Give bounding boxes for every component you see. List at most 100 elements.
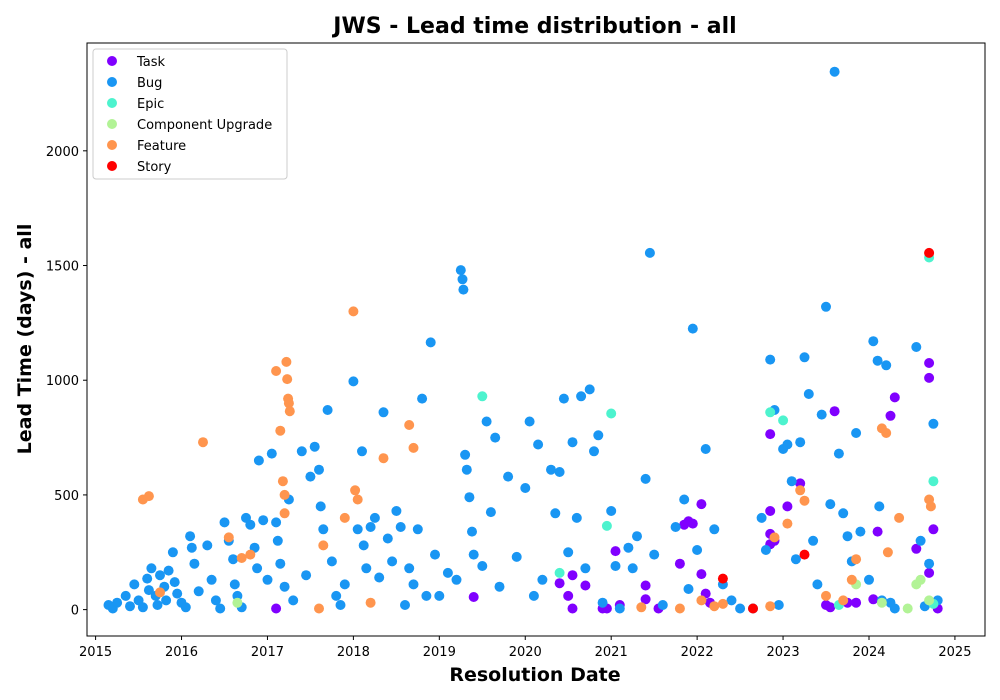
data-point-1-122 <box>623 542 634 553</box>
data-point-1-74 <box>395 522 406 532</box>
x-tick-label-3: 2018 <box>337 645 370 660</box>
data-point-1-25 <box>193 586 204 597</box>
data-point-1-162 <box>851 428 862 438</box>
data-point-1-45 <box>272 535 283 546</box>
data-point-1-154 <box>816 409 827 420</box>
data-point-4-25 <box>404 420 415 430</box>
data-point-4-39 <box>846 574 857 585</box>
data-point-1-163 <box>855 526 866 537</box>
data-point-4-38 <box>838 595 849 606</box>
y-axis-label: Lead Time (days) - all <box>14 224 36 455</box>
y-tick-label-3: 1500 <box>46 260 79 275</box>
plot-frame <box>86 42 986 637</box>
data-point-4-7 <box>271 366 282 376</box>
data-point-1-102 <box>524 416 535 427</box>
data-point-0-39 <box>924 358 935 368</box>
data-point-1-5 <box>129 579 140 590</box>
data-point-1-40 <box>253 455 264 466</box>
data-point-1-75 <box>400 600 410 610</box>
data-point-1-29 <box>215 603 226 614</box>
data-point-1-54 <box>314 464 324 475</box>
data-point-1-17 <box>167 547 178 558</box>
data-point-1-118 <box>597 597 608 608</box>
legend-label-4: Feature <box>137 139 186 154</box>
data-point-1-83 <box>434 590 445 601</box>
y-tick-label-4: 2000 <box>46 145 79 160</box>
data-point-0-37 <box>889 392 900 403</box>
x-tick-label-1: 2016 <box>165 645 198 660</box>
data-point-1-94 <box>477 561 488 571</box>
data-point-1-63 <box>352 524 363 535</box>
data-point-1-8 <box>142 573 153 584</box>
data-point-1-103 <box>528 590 539 601</box>
data-point-1-73 <box>391 506 402 516</box>
data-point-1-121 <box>614 603 625 614</box>
data-point-0-35 <box>872 526 883 537</box>
data-point-4-2 <box>155 587 165 598</box>
data-point-1-172 <box>911 342 922 352</box>
data-point-1-165 <box>868 336 879 347</box>
x-tick-label-10: 2025 <box>938 645 971 660</box>
data-point-4-43 <box>882 547 893 558</box>
data-point-4-28 <box>674 603 685 614</box>
data-point-4-32 <box>765 601 776 612</box>
legend-marker-3 <box>107 119 117 129</box>
data-point-1-99 <box>503 471 514 482</box>
data-point-4-30 <box>709 601 720 612</box>
data-point-1-69 <box>374 572 385 583</box>
data-point-1-26 <box>202 540 213 551</box>
data-point-1-116 <box>589 446 599 457</box>
chart-title: JWS - Lead time distribution - all <box>331 14 736 39</box>
data-point-1-127 <box>649 549 660 560</box>
data-point-1-101 <box>520 483 531 493</box>
data-point-1-15 <box>161 595 172 606</box>
data-point-1-76 <box>404 563 415 574</box>
data-point-1-159 <box>838 508 849 519</box>
data-point-1-50 <box>296 446 307 457</box>
data-point-0-11 <box>640 580 651 591</box>
data-point-0-9 <box>610 546 621 557</box>
data-point-1-156 <box>825 499 836 510</box>
data-point-1-171 <box>889 603 900 614</box>
data-point-4-14 <box>283 398 294 409</box>
data-point-1-21 <box>180 602 191 613</box>
data-point-1-117 <box>593 430 604 441</box>
data-point-4-15 <box>284 406 295 417</box>
data-point-1-80 <box>421 590 432 601</box>
x-tick-label-8: 2023 <box>767 645 800 660</box>
data-point-2-5 <box>778 415 789 426</box>
legend-marker-4 <box>107 140 117 150</box>
data-point-4-5 <box>236 553 247 563</box>
data-point-1-119 <box>606 506 617 516</box>
data-point-4-4 <box>223 532 234 543</box>
data-point-1-93 <box>468 549 479 560</box>
data-point-1-176 <box>928 418 939 429</box>
data-point-1-56 <box>318 524 329 535</box>
data-point-0-33 <box>851 597 862 608</box>
data-point-1-42 <box>262 574 273 585</box>
data-point-0-38 <box>911 543 922 554</box>
data-point-2-2 <box>601 520 612 531</box>
data-point-1-64 <box>357 446 367 457</box>
data-point-4-10 <box>279 489 290 500</box>
x-tick-label-5: 2020 <box>509 645 542 660</box>
data-point-4-6 <box>245 549 256 560</box>
data-point-1-97 <box>490 432 501 443</box>
data-point-2-3 <box>606 408 617 419</box>
data-point-1-111 <box>567 437 578 448</box>
data-point-1-81 <box>425 337 436 348</box>
x-tick-label-7: 2022 <box>681 645 714 660</box>
x-tick-label-9: 2024 <box>852 645 885 660</box>
data-point-1-90 <box>461 464 472 475</box>
y-tick-label-0: 0 <box>71 604 79 619</box>
data-point-1-78 <box>412 524 423 535</box>
data-point-4-37 <box>821 590 831 601</box>
data-point-0-1 <box>468 592 479 602</box>
legend-label-2: Epic <box>137 97 164 112</box>
data-point-1-113 <box>576 391 587 402</box>
data-point-1-125 <box>640 473 651 484</box>
data-point-1-123 <box>627 563 638 574</box>
data-point-1-120 <box>610 561 621 571</box>
data-point-4-36 <box>799 495 810 506</box>
